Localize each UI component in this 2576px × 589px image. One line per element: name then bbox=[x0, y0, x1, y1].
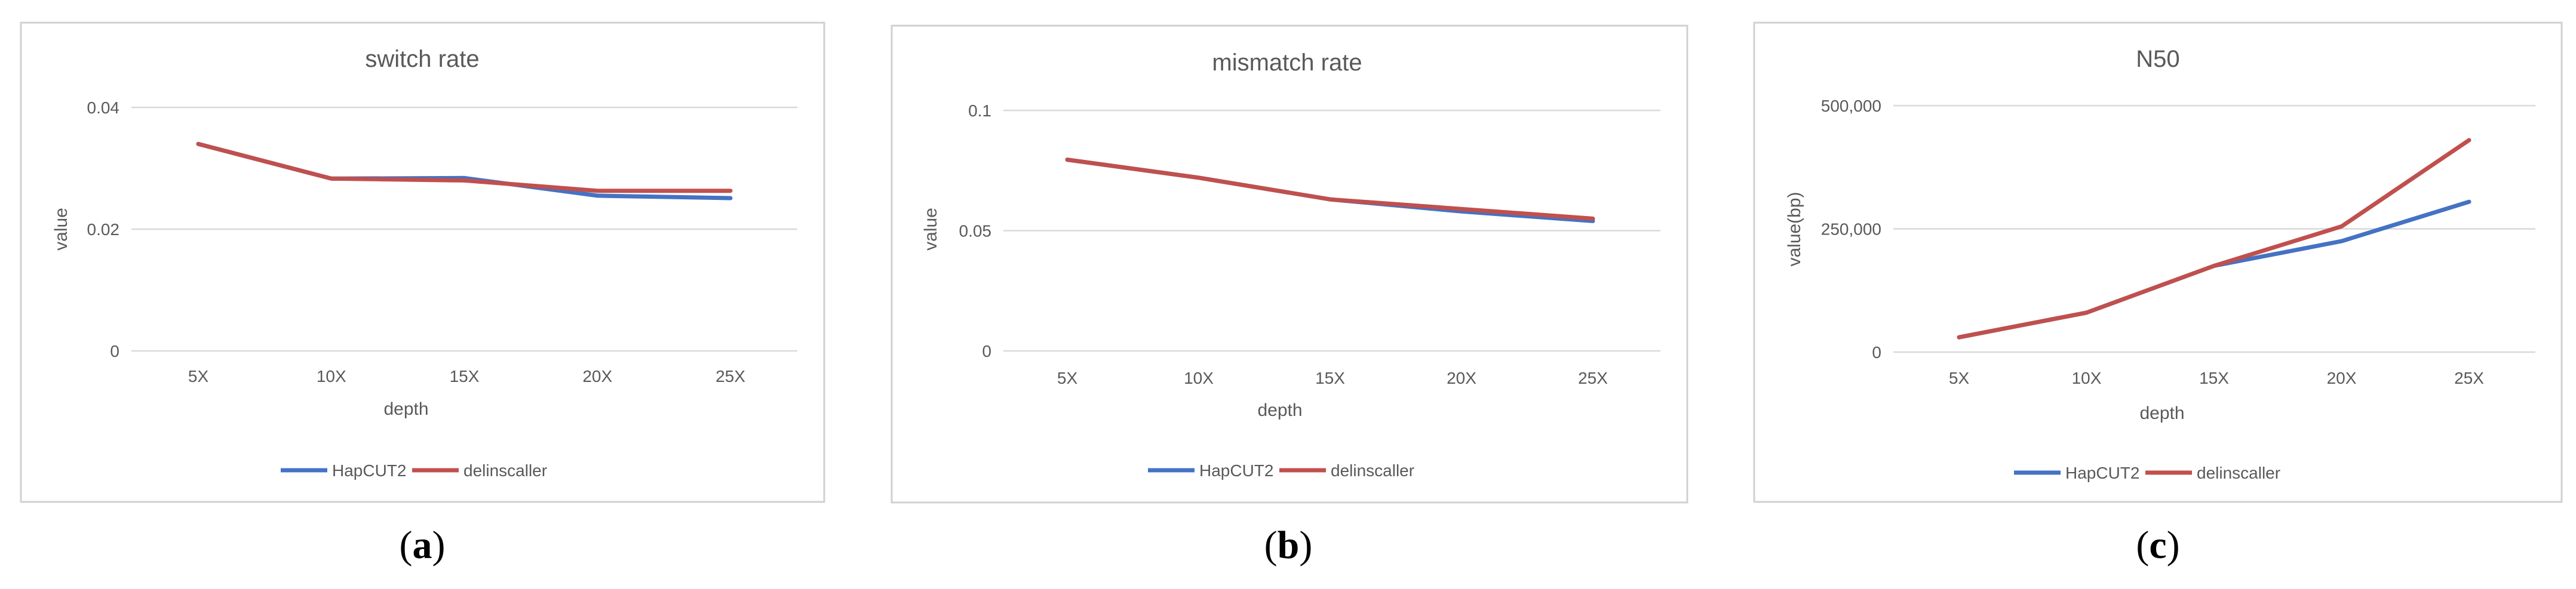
x-tick-label: 25X bbox=[2454, 369, 2484, 387]
x-tick-label: 5X bbox=[188, 367, 209, 386]
x-tick-label: 15X bbox=[2199, 369, 2229, 387]
x-tick-label: 5X bbox=[1949, 369, 1970, 387]
chart-panel-n50: N50 0 250,000 500,000 5X 10X 15X 20X 25X… bbox=[1753, 21, 2563, 567]
legend-label-delinscaller: delinscaller bbox=[463, 461, 547, 480]
series-lines bbox=[196, 141, 733, 201]
x-axis-label: depth bbox=[383, 399, 428, 419]
legend-label-hapcut2: HapCUT2 bbox=[1199, 461, 1273, 480]
x-tick-labels: 5X 10X 15X 20X 25X bbox=[188, 367, 745, 386]
x-tick-labels: 5X 10X 15X 20X 25X bbox=[1057, 369, 1608, 387]
panel-caption: (c) bbox=[2136, 523, 2179, 567]
caption-close-paren: ) bbox=[1299, 523, 1312, 567]
gridlines bbox=[131, 106, 797, 352]
caption-close-paren: ) bbox=[432, 523, 446, 567]
x-tick-label: 25X bbox=[716, 367, 745, 386]
caption-open-paren: ( bbox=[400, 523, 413, 567]
y-tick-label: 250,000 bbox=[1821, 220, 1881, 239]
x-tick-label: 25X bbox=[1578, 369, 1608, 387]
legend: HapCUT2 delinscaller bbox=[2014, 464, 2280, 482]
x-tick-label: 10X bbox=[317, 367, 346, 386]
series-lines bbox=[1957, 138, 2471, 340]
caption-letter: a bbox=[413, 523, 432, 567]
series-lines bbox=[1065, 158, 1595, 223]
chart-frame bbox=[1753, 21, 2563, 503]
y-axis-label: value bbox=[51, 208, 71, 251]
legend-label-delinscaller: delinscaller bbox=[2197, 464, 2280, 482]
series-line-delinscaller bbox=[196, 141, 733, 193]
y-tick-label: 0.1 bbox=[968, 101, 991, 120]
x-tick-labels: 5X 10X 15X 20X 25X bbox=[1949, 369, 2484, 387]
panel-caption: (a) bbox=[400, 523, 446, 567]
chart-title: mismatch rate bbox=[1212, 50, 1362, 76]
chart-panel-mismatch-rate: mismatch rate 0 0.05 0.1 5X 10X 15X 20X … bbox=[891, 24, 1688, 567]
x-axis-label: depth bbox=[1257, 400, 1302, 420]
legend: HapCUT2 delinscaller bbox=[281, 461, 547, 480]
x-tick-label: 20X bbox=[1447, 369, 1476, 387]
y-tick-label: 0 bbox=[982, 342, 991, 360]
caption-open-paren: ( bbox=[1264, 523, 1278, 567]
caption-letter: b bbox=[1278, 523, 1300, 567]
y-tick-label: 0.05 bbox=[959, 222, 992, 240]
x-tick-label: 10X bbox=[2072, 369, 2102, 387]
x-axis-label: depth bbox=[2139, 403, 2184, 423]
y-axis-label: value(bp) bbox=[1785, 192, 1804, 266]
gridlines bbox=[1003, 109, 1660, 352]
y-tick-labels: 0 0.05 0.1 bbox=[959, 101, 992, 360]
gridlines bbox=[1893, 104, 2535, 353]
y-axis-label: value bbox=[921, 208, 941, 251]
legend-label-hapcut2: HapCUT2 bbox=[332, 461, 406, 480]
x-tick-label: 5X bbox=[1057, 369, 1078, 387]
x-tick-label: 15X bbox=[450, 367, 480, 386]
y-tick-label: 0.02 bbox=[87, 220, 120, 239]
legend: HapCUT2 delinscaller bbox=[1148, 461, 1414, 480]
caption-letter: c bbox=[2149, 523, 2166, 567]
y-tick-labels: 0 250,000 500,000 bbox=[1821, 97, 1881, 362]
caption-close-paren: ) bbox=[2167, 523, 2180, 567]
caption-open-paren: ( bbox=[2136, 523, 2149, 567]
chart-title: switch rate bbox=[365, 46, 479, 72]
legend-label-delinscaller: delinscaller bbox=[1331, 461, 1414, 480]
x-tick-label: 15X bbox=[1315, 369, 1345, 387]
y-tick-labels: 0 0.02 0.04 bbox=[87, 98, 120, 360]
y-tick-label: 500,000 bbox=[1821, 97, 1881, 115]
y-tick-label: 0 bbox=[110, 342, 119, 360]
series-line-delinscaller bbox=[1065, 158, 1595, 221]
x-tick-label: 20X bbox=[2327, 369, 2357, 387]
chart-title: N50 bbox=[2136, 46, 2179, 72]
x-tick-label: 10X bbox=[1184, 369, 1214, 387]
panel-caption: (b) bbox=[1264, 523, 1313, 567]
legend-label-hapcut2: HapCUT2 bbox=[2065, 464, 2139, 482]
chart-frame bbox=[20, 21, 825, 503]
chart-panel-switch-rate: switch rate 0 0.02 0.04 5X 10X 15X 20X 2… bbox=[20, 21, 825, 567]
chart-frame bbox=[891, 24, 1688, 504]
y-tick-label: 0.04 bbox=[87, 98, 120, 117]
y-tick-label: 0 bbox=[1872, 343, 1881, 362]
series-line-delinscaller bbox=[1957, 138, 2471, 340]
x-tick-label: 20X bbox=[582, 367, 612, 386]
